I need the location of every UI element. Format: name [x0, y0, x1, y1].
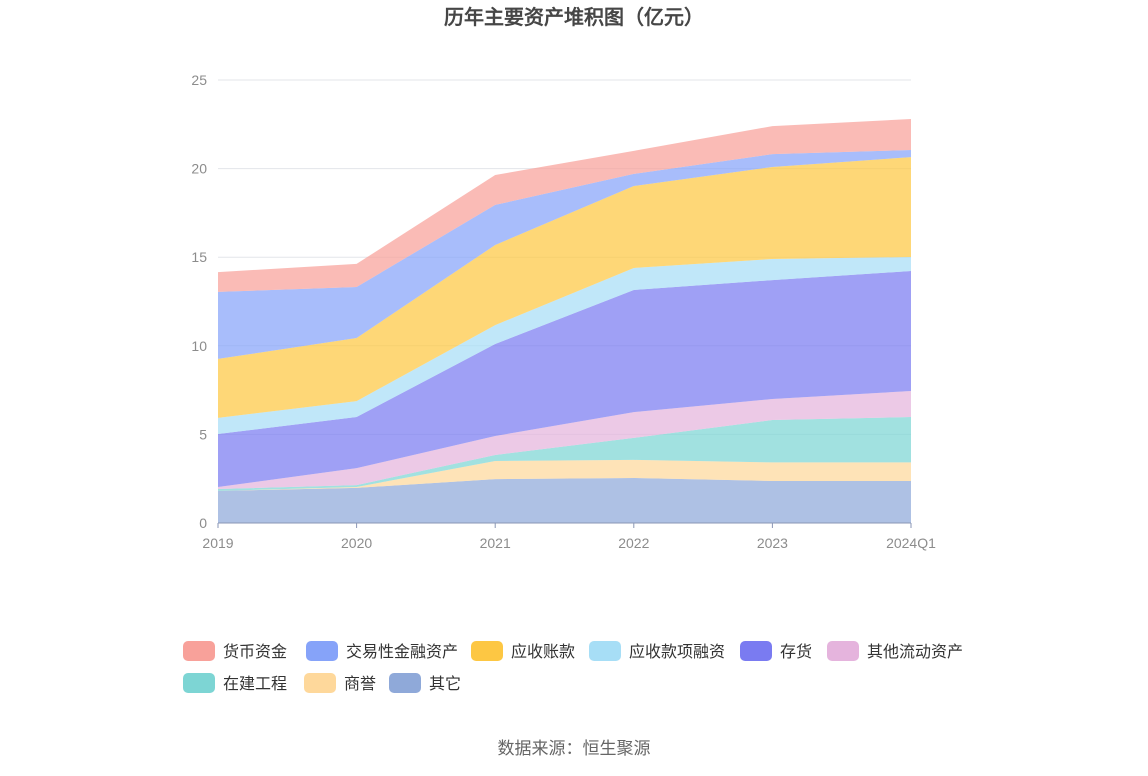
chart-title: 历年主要资产堆积图（亿元） — [444, 5, 704, 29]
legend-swatch — [183, 641, 215, 661]
legend-swatch — [183, 673, 215, 693]
legend-label: 货币资金 — [223, 643, 287, 661]
legend-label: 应收账款 — [511, 642, 575, 661]
legend-swatch — [827, 641, 859, 661]
legend-label: 其他流动资产 — [867, 643, 963, 661]
area-inventory — [218, 271, 911, 487]
y-axis: 0 5 10 15 20 25 — [191, 72, 207, 531]
legend-label: 存货 — [780, 643, 812, 661]
area-construction-in-progress — [218, 417, 911, 491]
area-other-assets — [218, 478, 911, 523]
legend-label: 商誉 — [344, 675, 376, 693]
y-tick-label: 10 — [191, 338, 207, 354]
legend-item-other-assets[interactable]: 其它 — [389, 673, 461, 693]
legend-item-accounts-receivable[interactable]: 应收账款 — [471, 641, 575, 661]
data-source-note: 数据来源：恒生聚源 — [498, 739, 651, 758]
x-tick-label: 2022 — [618, 535, 649, 551]
area-receivables-financing — [218, 257, 911, 434]
x-tick-label: 2019 — [202, 535, 233, 551]
legend-item-other-current-assets[interactable]: 其他流动资产 — [827, 641, 963, 661]
legend-swatch — [304, 673, 336, 693]
y-tick-label: 0 — [199, 515, 207, 531]
legend-swatch — [740, 641, 772, 661]
y-tick-label: 15 — [191, 249, 207, 265]
x-axis: 2019 2020 2021 2022 2023 2024Q1 — [202, 522, 936, 551]
y-tick-label: 25 — [191, 72, 207, 88]
legend-swatch — [389, 673, 421, 693]
x-tick-label: 2020 — [341, 535, 372, 551]
legend-item-cash[interactable]: 货币资金 — [183, 641, 287, 661]
legend-label: 交易性金融资产 — [346, 643, 458, 661]
legend-label: 在建工程 — [223, 675, 287, 693]
legend-item-goodwill[interactable]: 商誉 — [304, 673, 376, 693]
legend-swatch — [471, 641, 503, 661]
legend-swatch — [306, 641, 338, 661]
area-trading-financial-assets — [218, 150, 911, 359]
x-tick-label: 2024Q1 — [886, 535, 936, 551]
x-tick-label: 2023 — [757, 535, 788, 551]
legend-item-construction-in-progress[interactable]: 在建工程 — [183, 673, 287, 693]
area-goodwill — [218, 459, 911, 491]
legend-swatch — [589, 641, 621, 661]
legend-label: 其它 — [429, 675, 461, 693]
y-tick-label: 20 — [191, 161, 207, 177]
series-areas — [218, 119, 911, 523]
legend-item-trading-financial-assets[interactable]: 交易性金融资产 — [306, 641, 458, 661]
y-tick-label: 5 — [199, 426, 207, 442]
legend-label: 应收款项融资 — [629, 642, 725, 661]
area-other-current-assets — [218, 391, 911, 489]
x-tick-label: 2021 — [480, 535, 511, 551]
area-cash — [218, 119, 911, 292]
legend-item-inventory[interactable]: 存货 — [740, 641, 812, 661]
legend-item-receivables-financing[interactable]: 应收款项融资 — [589, 641, 725, 661]
area-accounts-receivable — [218, 157, 911, 418]
